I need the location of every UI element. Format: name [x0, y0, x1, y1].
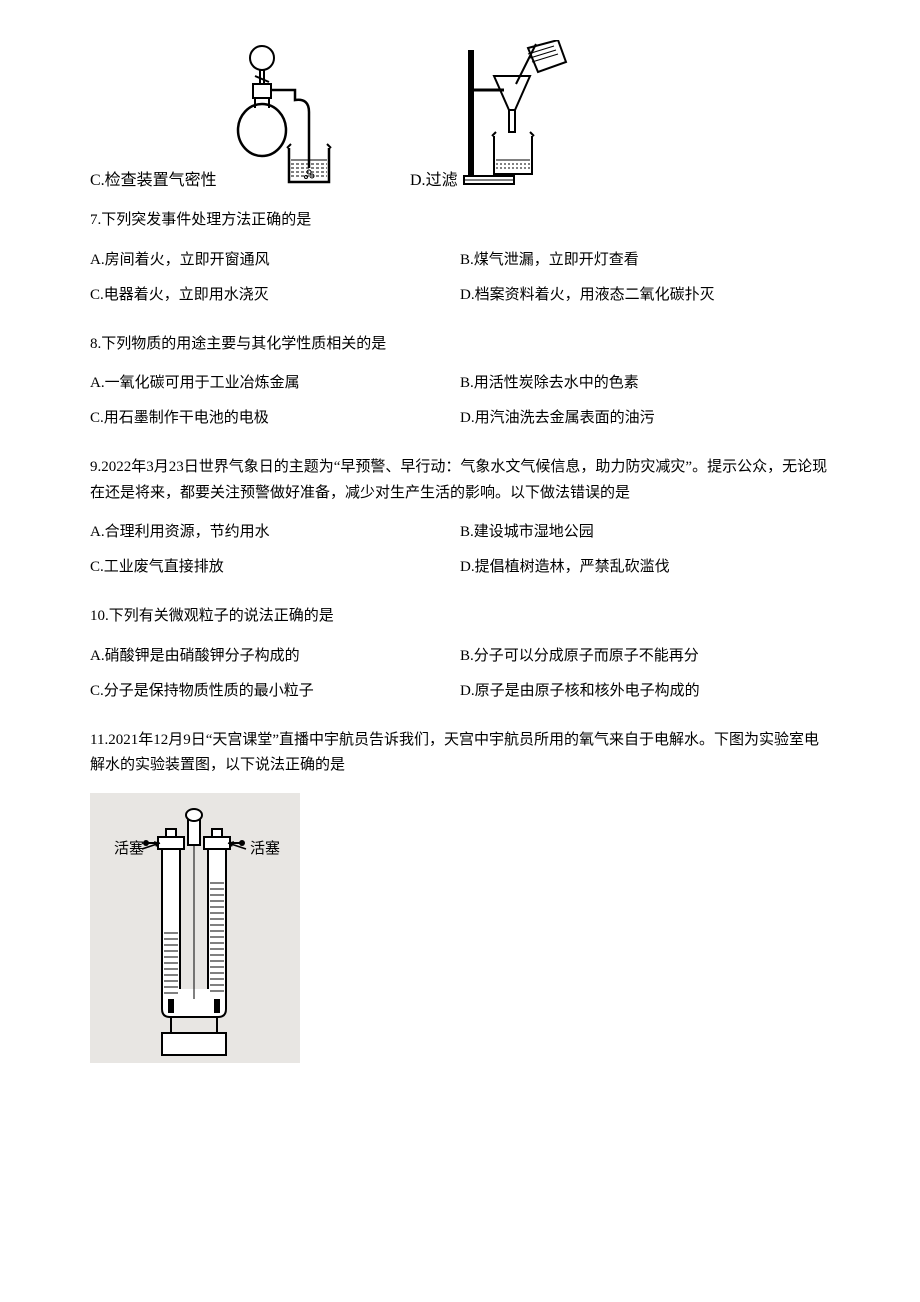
q7-stem: 7.下列突发事件处理方法正确的是: [90, 208, 830, 234]
q9-optA: A.合理利用资源，节约用水: [90, 520, 460, 541]
q11-stem: 11.2021年12月9日“天宫课堂”直播中宇航员告诉我们，天宫中宇航员所用的氧…: [90, 728, 830, 779]
q9-row1: A.合理利用资源，节约用水 B.建设城市湿地公园: [90, 520, 830, 541]
q9-stem: 9.2022年3月23日世界气象日的主题为“早预警、早行动：气象水文气候信息，助…: [90, 455, 830, 506]
label-right-stopcock: 活塞: [250, 839, 280, 857]
q10-stem: 10.下列有关微观粒子的说法正确的是: [90, 604, 830, 630]
q7-optB: B.煤气泄漏，立即开灯查看: [460, 248, 830, 269]
q6-optC-text: 检查装置气密性: [105, 166, 217, 190]
q8-stem: 8.下列物质的用途主要与其化学性质相关的是: [90, 332, 830, 358]
q10-optC: C.分子是保持物质性质的最小粒子: [90, 679, 460, 700]
q8-optA: A.一氧化碳可用于工业冶炼金属: [90, 371, 460, 392]
q7-optD: D.档案资料着火，用液态二氧化碳扑灭: [460, 283, 830, 304]
label-left-stopcock: 活塞: [114, 839, 144, 857]
q8-row1: A.一氧化碳可用于工业冶炼金属 B.用活性炭除去水中的色素: [90, 371, 830, 392]
q8-optC: C.用石墨制作干电池的电极: [90, 406, 460, 427]
q6-optD-cell: D. 过滤: [410, 40, 588, 190]
q8-row2: C.用石墨制作干电池的电极 D.用汽油洗去金属表面的油污: [90, 406, 830, 427]
q7-row2: C.电器着火，立即用水浇灭 D.档案资料着火，用液态二氧化碳扑灭: [90, 283, 830, 304]
q6-optD-text: 过滤: [426, 166, 458, 190]
q9-optC: C.工业废气直接排放: [90, 555, 460, 576]
q9-row2: C.工业废气直接排放 D.提倡植树造林，严禁乱砍滥伐: [90, 555, 830, 576]
airtight-apparatus-diagram: [217, 40, 337, 190]
q11: 11.2021年12月9日“天宫课堂”直播中宇航员告诉我们，天宫中宇航员所用的氧…: [90, 728, 830, 1063]
q10-optD: D.原子是由原子核和核外电子构成的: [460, 679, 830, 700]
q6-optC-label: C.: [90, 172, 105, 190]
q9-optD: D.提倡植树造林，严禁乱砍滥伐: [460, 555, 830, 576]
q7-optC: C.电器着火，立即用水浇灭: [90, 283, 460, 304]
q9-optB: B.建设城市湿地公园: [460, 520, 830, 541]
q10-optA: A.硝酸钾是由硝酸钾分子构成的: [90, 644, 460, 665]
q6-options-cd: C. 检查装置气密性: [90, 40, 830, 190]
q9: 9.2022年3月23日世界气象日的主题为“早预警、早行动：气象水文气候信息，助…: [90, 455, 830, 576]
q8: 8.下列物质的用途主要与其化学性质相关的是 A.一氧化碳可用于工业冶炼金属 B.…: [90, 332, 830, 428]
q10-row2: C.分子是保持物质性质的最小粒子 D.原子是由原子核和核外电子构成的: [90, 679, 830, 700]
electrolysis-diagram: 活塞 活塞 电源: [90, 793, 830, 1063]
q7-optA: A.房间着火，立即开窗通风: [90, 248, 460, 269]
q8-optD: D.用汽油洗去金属表面的油污: [460, 406, 830, 427]
q10: 10.下列有关微观粒子的说法正确的是 A.硝酸钾是由硝酸钾分子构成的 B.分子可…: [90, 604, 830, 700]
q6-optC-cell: C. 检查装置气密性: [90, 40, 410, 190]
q7-row1: A.房间着火，立即开窗通风 B.煤气泄漏，立即开灯查看: [90, 248, 830, 269]
q8-optB: B.用活性炭除去水中的色素: [460, 371, 830, 392]
q10-optB: B.分子可以分成原子而原子不能再分: [460, 644, 830, 665]
q7: 7.下列突发事件处理方法正确的是 A.房间着火，立即开窗通风 B.煤气泄漏，立即…: [90, 208, 830, 304]
q10-row1: A.硝酸钾是由硝酸钾分子构成的 B.分子可以分成原子而原子不能再分: [90, 644, 830, 665]
q6-optD-label: D.: [410, 172, 426, 190]
filtration-apparatus-diagram: [458, 40, 588, 190]
